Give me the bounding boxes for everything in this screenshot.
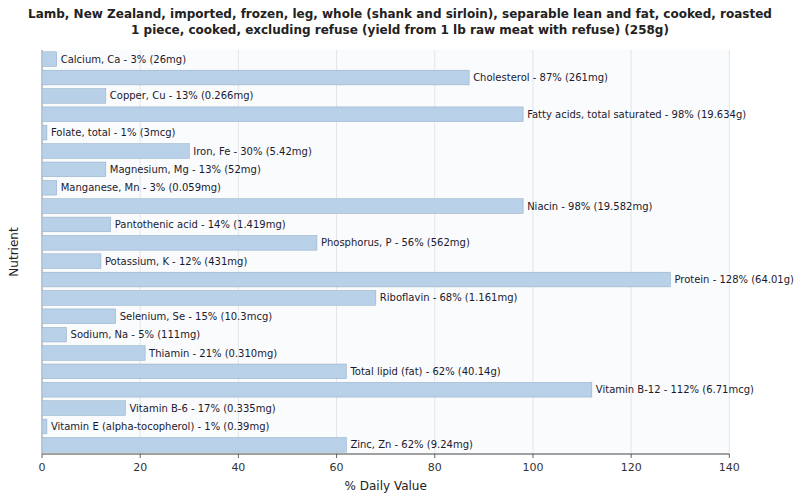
tick-label: 80 xyxy=(428,461,442,474)
bar xyxy=(42,89,106,104)
bar xyxy=(42,419,47,434)
tick-mark xyxy=(631,454,632,458)
tick-label: 140 xyxy=(719,461,740,474)
tick-mark xyxy=(434,454,435,458)
bar xyxy=(42,327,67,342)
tick-label: 0 xyxy=(39,461,46,474)
category-label: Folate, total - 1% (3mcg) xyxy=(51,127,176,138)
category-label: Total lipid (fat) - 62% (40.14g) xyxy=(349,366,500,377)
y-axis-label: Nutrient xyxy=(7,227,21,277)
category-label: Manganese, Mn - 3% (0.059mg) xyxy=(61,182,221,193)
category-label: Phosphorus, P - 56% (562mg) xyxy=(321,237,470,248)
bar xyxy=(42,162,106,177)
category-label: Calcium, Ca - 3% (26mg) xyxy=(61,54,186,65)
tick-mark xyxy=(336,454,337,458)
tick-label: 40 xyxy=(231,461,245,474)
tick-label: 20 xyxy=(133,461,147,474)
tick-mark xyxy=(42,454,43,458)
category-label: Vitamin B-12 - 112% (6.71mcg) xyxy=(596,384,754,395)
category-label: Iron, Fe - 30% (5.42mg) xyxy=(193,146,312,157)
title: Lamb, New Zealand, imported, frozen, leg… xyxy=(28,7,772,21)
category-label: Potassium, K - 12% (431mg) xyxy=(105,256,247,267)
bar xyxy=(42,437,346,452)
category-label: Selenium, Se - 15% (10.3mcg) xyxy=(120,311,273,322)
bar xyxy=(42,291,376,306)
tick-label: 120 xyxy=(621,461,642,474)
bar xyxy=(42,235,317,250)
bar xyxy=(42,346,145,361)
chart: Lamb, New Zealand, imported, frozen, leg… xyxy=(0,0,800,500)
bar xyxy=(42,125,47,140)
category-label: Thiamin - 21% (0.310mg) xyxy=(148,348,277,359)
bar xyxy=(42,70,469,85)
bar xyxy=(42,52,57,67)
category-label: Pantothenic acid - 14% (1.419mg) xyxy=(115,219,286,230)
category-label: Niacin - 98% (19.582mg) xyxy=(527,201,652,212)
bar xyxy=(42,382,592,397)
tick-mark xyxy=(238,454,239,458)
bar-labels: Calcium, Ca - 3% (26mg) Cholesterol - 87%… xyxy=(51,54,794,451)
title: 1 piece, cooked, excluding refuse (yield… xyxy=(131,23,669,37)
tick-label: 100 xyxy=(522,461,543,474)
category-label: Vitamin E (alpha-tocopherol) - 1% (0.39m… xyxy=(51,421,270,432)
category-label: Fatty acids, total saturated - 98% (19.6… xyxy=(527,109,746,120)
category-label: Copper, Cu - 13% (0.266mg) xyxy=(110,90,254,101)
category-label: Sodium, Na - 5% (111mg) xyxy=(71,329,201,340)
category-label: Vitamin B-6 - 17% (0.335mg) xyxy=(129,403,275,414)
bar xyxy=(42,199,523,214)
bar xyxy=(42,107,523,122)
category-label: Cholesterol - 87% (261mg) xyxy=(473,72,608,83)
bar xyxy=(42,180,57,195)
tick-mark xyxy=(532,454,533,458)
tick-label: 60 xyxy=(330,461,344,474)
x-axis-label: % Daily Value xyxy=(344,479,426,493)
bar xyxy=(42,401,125,416)
bar xyxy=(42,309,116,324)
category-label: Riboflavin - 68% (1.161mg) xyxy=(380,292,518,303)
bar xyxy=(42,144,189,159)
bar xyxy=(42,364,346,379)
bar xyxy=(42,254,101,269)
tick-mark xyxy=(140,454,141,458)
x-axis-line xyxy=(42,454,729,455)
category-label: Protein - 128% (64.01g) xyxy=(674,274,794,285)
bar xyxy=(42,272,670,287)
category-label: Zinc, Zn - 62% (9.24mg) xyxy=(350,439,473,450)
tick-mark xyxy=(729,454,730,458)
bar xyxy=(42,217,111,232)
category-label: Magnesium, Mg - 13% (52mg) xyxy=(110,164,261,175)
